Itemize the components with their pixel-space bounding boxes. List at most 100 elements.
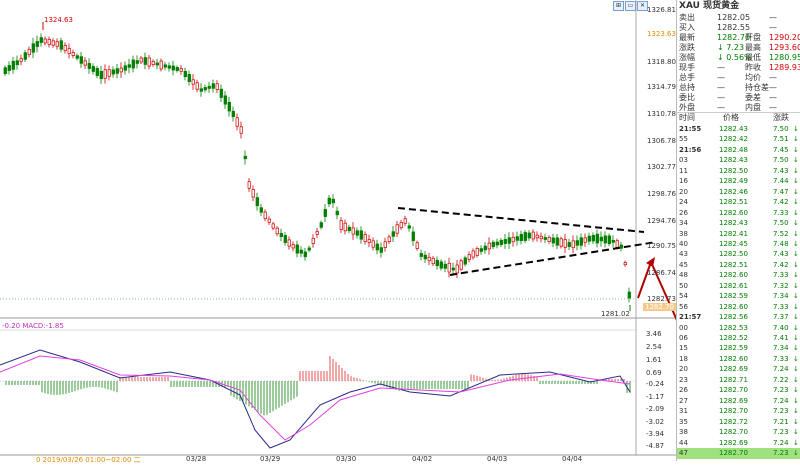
trade-row: 24 1282.51 7.42 ↓: [677, 197, 800, 208]
candle-body: [607, 235, 611, 245]
candle-body: [195, 82, 199, 90]
down-arrow-icon: ↓: [793, 125, 799, 133]
candle-body: [139, 57, 143, 63]
candle-body: [79, 56, 83, 64]
trade-time: 38: [679, 428, 688, 437]
quote-label: 开盘: [745, 33, 761, 42]
trade-change: 7.42: [773, 260, 789, 269]
trade-change: 7.42: [773, 198, 789, 207]
candle-body: [215, 83, 219, 90]
candle-body: [475, 248, 479, 256]
candle-body: [339, 220, 343, 230]
down-arrow-icon: ↓: [793, 145, 799, 154]
trade-time: 44: [679, 438, 688, 447]
macd-tick: 3.46: [646, 330, 662, 338]
trade-price: 1282.43: [719, 156, 748, 165]
candle-body: [575, 240, 579, 246]
trade-row: 20 1282.46 7.47 ↓: [677, 187, 800, 198]
date-tick: 04/04: [562, 455, 583, 463]
price-tick: 1323.63: [647, 30, 676, 38]
candle-body: [491, 241, 495, 248]
candle-body: [115, 68, 119, 74]
candle-body: [387, 236, 391, 243]
down-arrow-icon: ↓: [793, 313, 799, 322]
trade-change: 7.34: [773, 344, 789, 353]
candle-body: [95, 68, 99, 76]
candle-body: [595, 233, 599, 244]
candle-body: [451, 267, 455, 271]
quote-value: —: [717, 63, 725, 72]
trade-price: 1282.70: [719, 428, 748, 437]
date-tick: 04/03: [487, 455, 508, 463]
macd-header: -0.20 MACD:-1.85: [2, 322, 64, 330]
candle-body: [259, 207, 263, 213]
quote-label: 涨幅: [679, 53, 695, 62]
trade-row: 50 1282.61 7.32 ↓: [677, 281, 800, 292]
candle-body: [251, 189, 255, 198]
trade-row: 45 1282.51 7.42 ↓: [677, 260, 800, 271]
down-arrow-icon: ↓: [793, 396, 799, 405]
trade-price: 1282.41: [719, 229, 748, 238]
macd-tick: -0.24: [646, 380, 665, 388]
trade-change: 7.43: [773, 166, 789, 175]
down-arrow-icon: ↓: [793, 354, 799, 363]
quote-value: —: [717, 73, 725, 82]
candle-body: [431, 257, 435, 265]
trade-time: 21:57: [679, 313, 702, 322]
current-price-tag: 1282.70: [643, 303, 676, 311]
macd-tick: -3.02: [646, 418, 665, 426]
down-arrow-icon: ↓: [793, 417, 799, 426]
candle-body: [551, 237, 555, 244]
candle-body: [255, 197, 259, 207]
trade-time: 20: [679, 365, 688, 374]
date-range-label: 0 2019/03/26 01:00~02:00 二: [36, 456, 141, 464]
candle-body: [15, 60, 19, 66]
candle-body: [123, 65, 127, 71]
trade-change: 7.23: [773, 448, 789, 457]
trade-time: 26: [679, 386, 688, 395]
candle-body: [335, 210, 339, 216]
candle-body: [275, 227, 279, 235]
down-arrow-icon: ↓: [793, 187, 799, 196]
date-tick: 04/02: [412, 455, 433, 463]
candle-body: [299, 249, 303, 254]
candle-body: [511, 236, 515, 243]
date-tick: 03/28: [186, 455, 207, 463]
candle-body: [503, 239, 507, 244]
trade-price: 1282.69: [719, 438, 748, 447]
candle-body: [43, 38, 47, 44]
trade-time: 23: [679, 375, 688, 384]
quote-value: 1282.05: [717, 13, 751, 22]
candle-body: [435, 259, 439, 267]
trade-time: 48: [679, 271, 688, 280]
trade-row: 31 1282.70 7.23 ↓: [677, 406, 800, 417]
quote-value: —: [769, 73, 777, 82]
candle-body: [315, 231, 319, 235]
quote-value: —: [769, 23, 777, 32]
trade-row: 54 1282.59 7.34 ↓: [677, 291, 800, 302]
trade-price: 1282.46: [719, 187, 748, 196]
quote-row: 卖出 1282.05 —: [677, 13, 800, 23]
down-arrow-icon: ↓: [793, 344, 799, 353]
candle-body: [319, 222, 323, 228]
chart-pane[interactable]: ⊞ ▭ ✕ 1326.81 1323.63 1318.80 1314.79 13…: [0, 0, 676, 464]
candle-body: [211, 83, 215, 89]
forecast-arrows: [637, 257, 676, 321]
trade-time: 50: [679, 281, 688, 290]
close-button[interactable]: ✕: [637, 1, 648, 11]
trade-change: 7.45: [773, 145, 789, 154]
candle-body: [411, 231, 415, 242]
maximize-button[interactable]: ▭: [625, 1, 636, 11]
candle-body: [455, 264, 459, 274]
quote-row: 总持 — 持仓差 —: [677, 83, 800, 93]
candle-body: [107, 69, 111, 77]
trade-change: 7.33: [773, 208, 789, 217]
candle-body: [39, 37, 43, 43]
quote-row: 最新 1282.70 开盘 1290.20: [677, 33, 800, 43]
quote-label: 买入: [679, 23, 695, 32]
layout-button[interactable]: ⊞: [613, 1, 624, 11]
trade-time: 06: [679, 334, 688, 342]
candle-body: [563, 239, 567, 248]
candle-body: [439, 261, 443, 269]
kline-chart[interactable]: [0, 0, 676, 461]
